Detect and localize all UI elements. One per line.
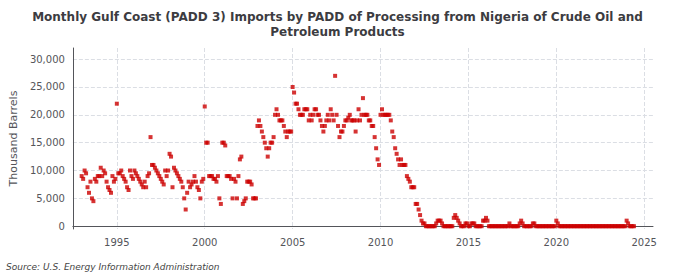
svg-text:25,000: 25,000	[30, 81, 65, 92]
svg-text:5,000: 5,000	[36, 193, 65, 204]
svg-text:Monthly Gulf Coast (PADD 3) Im: Monthly Gulf Coast (PADD 3) Imports by P…	[32, 10, 643, 24]
svg-text:2020: 2020	[544, 237, 569, 248]
svg-text:2000: 2000	[192, 237, 217, 248]
svg-text:20,000: 20,000	[30, 109, 65, 120]
svg-text:1995: 1995	[104, 237, 129, 248]
svg-text:2025: 2025	[631, 237, 656, 248]
svg-text:2005: 2005	[280, 237, 305, 248]
svg-text:Source: U.S. Energy Informatio: Source: U.S. Energy Information Administ…	[6, 262, 220, 272]
svg-text:15,000: 15,000	[30, 137, 65, 148]
svg-text:2010: 2010	[368, 237, 393, 248]
svg-text:Petroleum Products: Petroleum Products	[270, 25, 404, 39]
svg-text:0: 0	[59, 221, 65, 232]
svg-text:2015: 2015	[456, 237, 481, 248]
svg-text:10,000: 10,000	[30, 165, 65, 176]
svg-text:Thousand Barrels: Thousand Barrels	[7, 90, 20, 187]
svg-text:30,000: 30,000	[30, 54, 65, 65]
